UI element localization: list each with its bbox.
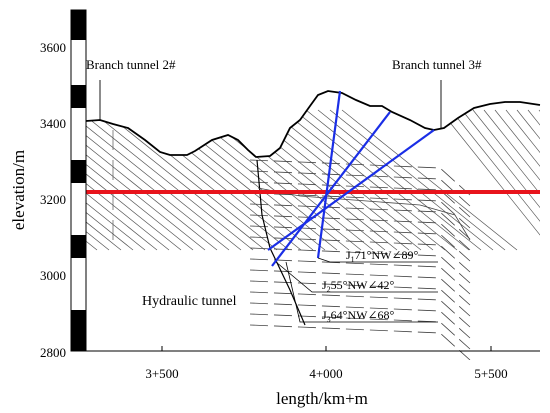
hatch-line xyxy=(472,109,540,261)
hatch-line xyxy=(86,109,206,251)
strata-line xyxy=(249,258,471,295)
y-tick-label: 3000 xyxy=(40,268,66,283)
hatch-line xyxy=(317,109,494,251)
hatch-line xyxy=(538,109,540,261)
hatch-line xyxy=(269,109,446,251)
hatch-line xyxy=(483,109,540,261)
hatch-line xyxy=(86,109,134,251)
hatch-line xyxy=(341,109,518,251)
hatch-line xyxy=(197,109,374,251)
hatch-line xyxy=(86,109,182,251)
hatch-line xyxy=(86,109,242,251)
hatch-line xyxy=(125,109,302,251)
hatch-line xyxy=(86,109,194,251)
elevation-scale-bar xyxy=(70,9,87,352)
joint-j3-line xyxy=(267,129,435,251)
y-tick-label: 3200 xyxy=(40,192,66,207)
joint-j3-label: J364°NW∠68° xyxy=(322,308,395,324)
strata-line xyxy=(249,324,471,360)
strata-line xyxy=(249,313,471,350)
hatch-line xyxy=(516,109,540,261)
hatch-line xyxy=(527,109,540,261)
strata-line xyxy=(249,214,471,251)
hatch-line xyxy=(494,109,540,261)
hatch-line xyxy=(137,109,314,251)
x-tick-label: 5+500 xyxy=(474,366,507,381)
hatch-line xyxy=(221,109,398,251)
y-tick-label: 3400 xyxy=(40,116,66,131)
middle-dashed-strata xyxy=(249,159,471,360)
hatch-line xyxy=(329,109,506,251)
hydraulic-tunnel-label: Hydraulic tunnel xyxy=(142,294,237,309)
strata-line xyxy=(249,203,471,240)
strata-line xyxy=(249,269,471,306)
hatch-line xyxy=(113,109,290,251)
strata-line xyxy=(249,181,471,218)
strata-line xyxy=(249,291,471,328)
joint-j1-label: J171°NW∠89° xyxy=(346,248,419,264)
hatch-line xyxy=(86,109,122,251)
hatch-line xyxy=(281,109,458,251)
joint-j1-line xyxy=(316,90,342,259)
hatch-line xyxy=(86,109,170,251)
x-tick-label: 4+000 xyxy=(309,366,342,381)
hatch-line xyxy=(439,109,540,261)
hatch-line xyxy=(101,109,278,251)
valley-boundary xyxy=(256,159,306,326)
hatch-line xyxy=(461,109,540,261)
right-diagonal-hatching xyxy=(439,109,540,261)
branch-tunnel-2-label: Branch tunnel 2# xyxy=(86,57,176,72)
strata-line xyxy=(249,247,471,284)
branch-tunnel-3-label: Branch tunnel 3# xyxy=(392,57,482,72)
strata-line xyxy=(249,302,471,339)
hatch-line xyxy=(86,109,230,251)
strata-line xyxy=(249,225,471,262)
hatch-line xyxy=(86,109,218,251)
y-tick-label: 3600 xyxy=(40,40,66,55)
hatch-line xyxy=(257,109,434,251)
x-axis-title: length/km+m xyxy=(276,389,368,408)
y-axis-title: elevation/m xyxy=(9,150,28,230)
y-tick-label: 2800 xyxy=(40,345,66,360)
joint-j1-leader xyxy=(317,257,438,263)
hatch-line xyxy=(505,109,540,261)
joint-j3-leader xyxy=(285,261,438,323)
hatch-line xyxy=(293,109,470,251)
hatch-line xyxy=(86,109,254,251)
joint-j2-line xyxy=(271,111,391,267)
hatch-line xyxy=(450,109,540,261)
hatch-line xyxy=(161,109,338,251)
strata-line xyxy=(249,236,471,273)
strata-line xyxy=(249,159,471,196)
hatch-line xyxy=(89,109,266,251)
hatch-line xyxy=(245,109,422,251)
hatch-line xyxy=(86,109,146,251)
x-tick-label: 3+500 xyxy=(145,366,178,381)
ground-surface-line xyxy=(85,90,541,158)
joint-j2-label: J255°NW∠42° xyxy=(322,278,395,294)
hatch-line xyxy=(86,109,158,251)
strata-line xyxy=(249,280,471,317)
